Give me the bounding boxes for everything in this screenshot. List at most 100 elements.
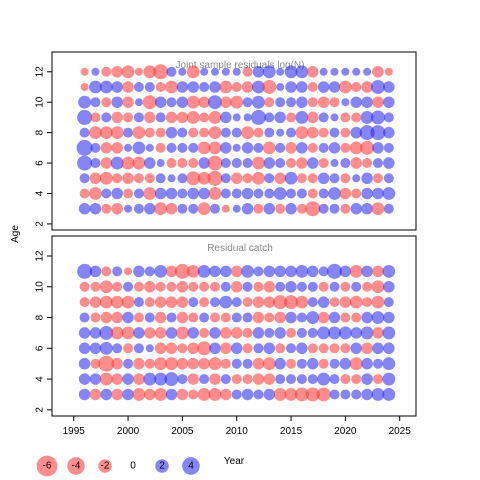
residual-bubble: [317, 96, 330, 108]
residual-bubble: [307, 188, 318, 199]
residual-bubble: [132, 126, 146, 140]
residual-bubble: [351, 188, 362, 199]
residual-bubble: [220, 142, 232, 154]
residual-bubble: [142, 95, 157, 110]
residual-bubble: [295, 264, 309, 278]
residual-bubble: [91, 67, 100, 76]
residual-bubble: [253, 281, 264, 292]
residual-bubble: [361, 342, 373, 355]
residual-bubble: [133, 281, 144, 292]
residual-bubble: [329, 343, 340, 354]
residual-bubble: [329, 127, 340, 138]
residual-bubble: [133, 327, 145, 339]
residual-bubble: [111, 142, 123, 154]
residual-bubble: [296, 157, 308, 169]
residual-bubble: [286, 358, 297, 369]
residual-bubble: [166, 142, 177, 153]
residual-bubble: [252, 311, 265, 324]
residual-bubble: [145, 143, 154, 152]
residual-bubble: [361, 96, 373, 108]
residual-bubble: [383, 342, 395, 355]
residual-bubble: [349, 357, 363, 371]
residual-bubble: [318, 281, 329, 292]
residual-bubble: [175, 326, 189, 340]
residual-bubble: [242, 97, 253, 108]
residual-bubble: [350, 126, 362, 139]
residual-bubble: [262, 65, 276, 79]
residual-bubble: [165, 80, 178, 94]
residual-bubble: [328, 311, 341, 324]
residual-bubble: [209, 265, 221, 278]
residual-bubble: [275, 142, 286, 153]
residual-bubble: [263, 281, 276, 293]
residual-bubble: [77, 155, 93, 171]
residual-bubble: [154, 372, 168, 386]
residual-bubble: [263, 296, 276, 308]
residual-bubble: [295, 111, 309, 124]
residual-bubble: [318, 158, 329, 169]
residual-bubble: [101, 112, 112, 123]
residual-bubble: [286, 374, 297, 385]
residual-bubble: [361, 172, 373, 185]
residual-bubble: [230, 327, 243, 339]
residual-bubble: [370, 110, 385, 125]
residual-bubble: [90, 281, 101, 292]
residual-bubble: [231, 312, 242, 323]
residual-bubble: [133, 265, 145, 278]
residual-bubble: [383, 126, 395, 139]
residual-bubble: [165, 342, 178, 355]
residual-bubble: [252, 373, 265, 385]
residual-bubble: [242, 173, 253, 184]
residual-bubble: [241, 264, 254, 278]
residual-bubble: [154, 327, 167, 339]
residual-bubble: [352, 67, 361, 76]
residual-bubble: [339, 296, 352, 308]
residual-bubble: [186, 65, 200, 79]
residual-bubble: [155, 173, 166, 184]
residual-bubble: [123, 343, 134, 354]
residual-bubble: [99, 80, 113, 94]
residual-bubble: [154, 187, 167, 200]
residual-bubble: [361, 81, 373, 93]
residual-bubble: [263, 388, 276, 401]
y-tick-label: 10: [35, 281, 46, 293]
residual-bubble: [197, 341, 212, 356]
residual-bubble: [197, 171, 211, 185]
residual-bubble: [122, 81, 134, 93]
panel-bottom-bubbles: [77, 263, 396, 402]
residual-bubble: [177, 142, 188, 153]
residual-bubble: [154, 357, 168, 371]
residual-bubble: [307, 157, 319, 169]
residual-bubble: [220, 96, 232, 108]
residual-bubble: [174, 263, 190, 279]
residual-bubble: [371, 202, 385, 216]
residual-bubble: [372, 142, 384, 154]
residual-bubble: [252, 80, 265, 94]
residual-bubble: [166, 97, 177, 108]
residual-bubble: [307, 265, 319, 278]
residual-bubble: [383, 112, 394, 123]
residual-bubble: [307, 66, 319, 78]
residual-bubble: [186, 264, 200, 278]
residual-bubble: [305, 387, 320, 402]
residual-bubble: [275, 203, 286, 214]
y-tick-label: 12: [35, 250, 46, 262]
residual-bubble: [111, 357, 123, 370]
residual-bubble: [133, 297, 144, 308]
residual-bubble: [133, 188, 144, 199]
residual-bubble: [294, 387, 309, 402]
residual-bubble: [383, 81, 395, 93]
residual-bubble: [176, 281, 189, 293]
residual-bubble: [197, 264, 211, 278]
residual-bubble: [341, 98, 350, 107]
residual-bubble: [121, 295, 135, 309]
residual-bubble: [154, 311, 167, 324]
residual-bubble: [285, 265, 297, 278]
residual-bubble: [340, 173, 351, 184]
legend-bubble: [67, 457, 85, 475]
residual-bubble: [242, 327, 253, 338]
residual-bubble: [383, 142, 394, 153]
residual-bubble: [155, 112, 166, 123]
residual-bubble: [253, 389, 264, 400]
y-tick-label: 12: [35, 66, 46, 78]
